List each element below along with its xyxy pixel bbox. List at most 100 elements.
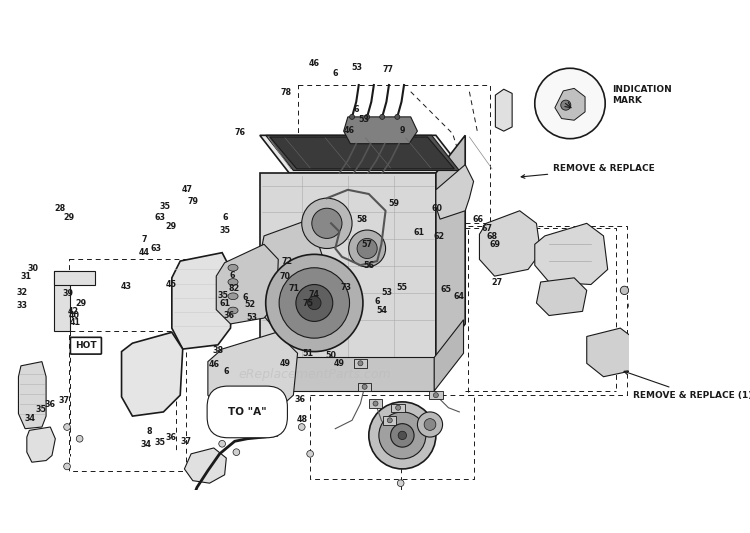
- Text: 31: 31: [21, 272, 32, 281]
- Bar: [55, 271, 70, 332]
- Bar: [354, 359, 368, 367]
- Polygon shape: [172, 253, 233, 349]
- Text: 65: 65: [441, 285, 452, 294]
- Text: 74: 74: [309, 290, 320, 298]
- Text: 38: 38: [212, 346, 223, 355]
- Polygon shape: [266, 135, 459, 171]
- Text: 63: 63: [154, 213, 166, 222]
- Circle shape: [373, 401, 378, 406]
- Polygon shape: [27, 427, 56, 462]
- Bar: [392, 403, 405, 412]
- Circle shape: [302, 198, 352, 248]
- Text: 6: 6: [222, 213, 228, 222]
- Text: 8: 8: [147, 427, 152, 437]
- Text: 46: 46: [309, 59, 320, 68]
- Polygon shape: [436, 135, 465, 361]
- Circle shape: [298, 424, 305, 430]
- Text: REMOVE & REPLACE: REMOVE & REPLACE: [521, 164, 655, 179]
- Polygon shape: [122, 332, 183, 416]
- Circle shape: [561, 100, 571, 110]
- Ellipse shape: [228, 307, 238, 314]
- Polygon shape: [586, 328, 637, 377]
- Text: 7: 7: [142, 235, 147, 244]
- Polygon shape: [184, 448, 226, 483]
- Circle shape: [357, 238, 377, 259]
- Circle shape: [358, 361, 363, 366]
- Circle shape: [391, 424, 414, 447]
- Circle shape: [233, 449, 240, 456]
- Text: 35: 35: [35, 405, 46, 414]
- Text: 56: 56: [364, 261, 374, 270]
- Text: 68: 68: [486, 232, 497, 240]
- Text: 29: 29: [75, 299, 86, 308]
- Circle shape: [349, 230, 386, 267]
- Text: 64: 64: [454, 293, 464, 301]
- Text: 51: 51: [302, 349, 313, 358]
- Polygon shape: [260, 173, 436, 361]
- Bar: [429, 391, 442, 399]
- Text: 54: 54: [376, 306, 388, 315]
- Circle shape: [398, 480, 404, 487]
- Text: 35: 35: [160, 201, 171, 211]
- Ellipse shape: [228, 293, 238, 300]
- Polygon shape: [434, 320, 463, 391]
- Circle shape: [398, 431, 406, 440]
- Circle shape: [76, 435, 83, 442]
- Text: 73: 73: [340, 284, 351, 293]
- Circle shape: [424, 418, 436, 430]
- Polygon shape: [436, 165, 473, 219]
- Text: 36: 36: [224, 311, 235, 320]
- Circle shape: [418, 412, 442, 437]
- Circle shape: [620, 286, 628, 295]
- Polygon shape: [536, 278, 586, 316]
- Circle shape: [279, 268, 350, 338]
- Polygon shape: [270, 137, 454, 169]
- Text: 32: 32: [16, 288, 28, 297]
- Text: 33: 33: [16, 301, 28, 310]
- Text: 82: 82: [229, 284, 240, 293]
- Text: 53: 53: [352, 63, 362, 72]
- Text: 43: 43: [120, 282, 131, 291]
- Text: 49: 49: [334, 359, 345, 368]
- Text: 46: 46: [209, 360, 219, 369]
- Circle shape: [312, 208, 342, 238]
- Bar: [369, 399, 382, 408]
- Text: 9: 9: [400, 126, 405, 135]
- Text: 52: 52: [244, 300, 256, 309]
- Text: 37: 37: [58, 396, 70, 405]
- Text: 45: 45: [166, 280, 176, 289]
- Text: 35: 35: [220, 227, 230, 235]
- Text: 27: 27: [491, 278, 502, 287]
- Polygon shape: [535, 223, 608, 285]
- Circle shape: [628, 301, 637, 310]
- Text: 48: 48: [296, 415, 307, 424]
- Circle shape: [634, 317, 643, 325]
- Text: 63: 63: [151, 244, 161, 253]
- FancyBboxPatch shape: [70, 337, 101, 354]
- Polygon shape: [260, 135, 465, 173]
- Text: 35: 35: [154, 439, 166, 448]
- Circle shape: [296, 285, 333, 321]
- Text: 41: 41: [70, 318, 81, 327]
- Circle shape: [640, 332, 648, 340]
- Text: 46: 46: [344, 126, 355, 135]
- Text: 34: 34: [25, 414, 36, 423]
- Circle shape: [350, 115, 355, 119]
- Text: 42: 42: [68, 306, 79, 316]
- Text: 76: 76: [235, 128, 246, 137]
- Text: 66: 66: [472, 215, 483, 224]
- Text: 55: 55: [397, 284, 408, 293]
- Circle shape: [433, 393, 439, 398]
- Polygon shape: [555, 88, 585, 120]
- Text: 29: 29: [166, 222, 176, 231]
- Text: REMOVE & REPLACE (1): REMOVE & REPLACE (1): [624, 371, 750, 400]
- Text: 30: 30: [28, 264, 39, 273]
- Text: 36: 36: [45, 400, 56, 409]
- Text: 53: 53: [358, 116, 369, 125]
- Text: 53: 53: [381, 288, 392, 297]
- Polygon shape: [208, 332, 298, 416]
- Text: 36: 36: [294, 395, 305, 404]
- Circle shape: [362, 384, 368, 389]
- Text: 50: 50: [326, 351, 337, 360]
- Ellipse shape: [228, 279, 238, 285]
